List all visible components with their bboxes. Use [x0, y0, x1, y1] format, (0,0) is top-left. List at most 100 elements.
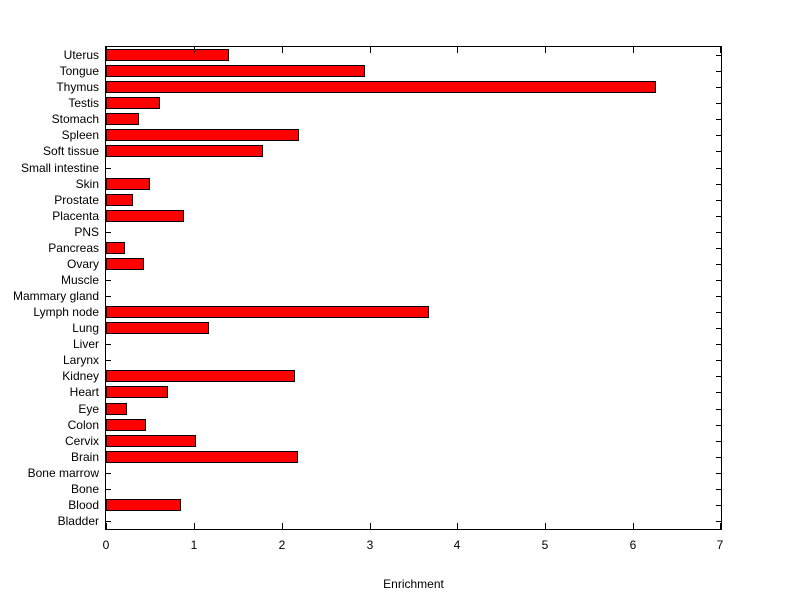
bar-lymph-node: [106, 306, 429, 318]
y-axis-tick: [716, 71, 721, 72]
y-axis-tick: [716, 103, 721, 104]
y-axis-tick: [106, 521, 111, 522]
y-axis-tick: [716, 457, 721, 458]
category-label: Colon: [67, 417, 99, 432]
category-label: Ovary: [66, 256, 99, 271]
y-axis-tick: [716, 119, 721, 120]
y-axis-tick: [716, 135, 721, 136]
y-axis-tick: [716, 200, 721, 201]
category-label: Thymus: [56, 80, 99, 95]
x-axis-tick: [545, 47, 546, 53]
x-axis-tick-label: 4: [453, 538, 461, 552]
y-axis-tick: [106, 168, 111, 169]
bar-brain: [106, 451, 298, 463]
y-axis-tick: [716, 376, 721, 377]
bar-heart: [106, 386, 168, 398]
y-axis-tick: [716, 248, 721, 249]
category-label: Liver: [72, 337, 99, 352]
y-axis-tick: [716, 441, 721, 442]
x-axis-tick: [720, 523, 721, 529]
category-label: Skin: [75, 176, 99, 191]
category-label: Bone marrow: [27, 465, 99, 480]
y-axis-tick: [106, 489, 111, 490]
x-axis-tick: [106, 47, 107, 53]
plot-area: [105, 46, 722, 530]
bar-uterus: [106, 49, 229, 61]
bar-lung: [106, 322, 209, 334]
x-axis-tick: [457, 523, 458, 529]
bar-ovary: [106, 258, 144, 270]
bar-thymus: [106, 81, 656, 93]
y-axis-tick: [106, 280, 111, 281]
y-axis-tick: [716, 521, 721, 522]
x-axis-tick: [545, 523, 546, 529]
category-label: Eye: [78, 401, 99, 416]
y-axis-tick: [716, 216, 721, 217]
y-axis-tick: [716, 168, 721, 169]
y-axis-tick: [106, 296, 111, 297]
y-axis-tick: [106, 473, 111, 474]
category-label: Pancreas: [48, 240, 99, 255]
y-axis-tick: [716, 409, 721, 410]
y-axis-tick: [106, 360, 111, 361]
y-axis-tick: [716, 280, 721, 281]
x-axis-tick-label: 6: [629, 538, 637, 552]
y-axis-tick: [716, 264, 721, 265]
category-label: Stomach: [51, 112, 99, 127]
y-axis-tick: [716, 473, 721, 474]
y-axis-tick: [716, 425, 721, 426]
bar-eye: [106, 403, 127, 415]
bar-stomach: [106, 113, 139, 125]
y-axis-tick: [716, 328, 721, 329]
bar-kidney: [106, 370, 295, 382]
x-axis-tick-label: 3: [366, 538, 374, 552]
category-label: Soft tissue: [42, 144, 99, 159]
category-label: Uterus: [63, 48, 99, 63]
x-axis-tick: [282, 523, 283, 529]
bar-prostate: [106, 194, 133, 206]
category-label: Testis: [68, 96, 99, 111]
bar-soft-tissue: [106, 145, 263, 157]
category-label: Prostate: [54, 192, 99, 207]
y-axis-tick: [716, 360, 721, 361]
category-label: Blood: [68, 497, 99, 512]
x-axis-tick: [194, 47, 195, 53]
x-axis-tick: [194, 523, 195, 529]
bar-skin: [106, 178, 150, 190]
category-label: Placenta: [52, 208, 99, 223]
bar-cervix: [106, 435, 196, 447]
x-axis-tick-label: 2: [278, 538, 286, 552]
bar-spleen: [106, 129, 299, 141]
y-axis-tick: [106, 232, 111, 233]
category-label: Tongue: [59, 64, 99, 79]
category-label: Muscle: [60, 272, 99, 287]
category-label: PNS: [74, 224, 99, 239]
category-label: Lung: [72, 321, 99, 336]
x-axis-tick: [370, 523, 371, 529]
x-axis-tick: [106, 523, 107, 529]
x-axis-tick: [457, 47, 458, 53]
category-label: Spleen: [61, 128, 99, 143]
y-axis-tick: [716, 232, 721, 233]
category-label: Larynx: [62, 353, 99, 368]
y-axis-tick: [716, 312, 721, 313]
y-axis-tick: [106, 344, 111, 345]
y-axis-tick: [716, 55, 721, 56]
bar-placenta: [106, 210, 184, 222]
y-axis-tick: [716, 184, 721, 185]
category-label: Lymph node: [33, 305, 99, 320]
x-axis-tick: [370, 47, 371, 53]
x-axis-tick: [720, 47, 721, 53]
category-label: Heart: [69, 385, 99, 400]
x-axis-label: Enrichment: [383, 577, 444, 591]
bar-testis: [106, 97, 160, 109]
category-label: Bone: [70, 481, 99, 496]
y-axis-tick: [716, 392, 721, 393]
x-axis-tick-label: 1: [190, 538, 198, 552]
y-axis-tick: [716, 344, 721, 345]
category-label: Brain: [70, 449, 99, 464]
category-label: Mammary gland: [12, 289, 99, 304]
y-axis-tick: [716, 296, 721, 297]
x-axis-tick: [633, 523, 634, 529]
